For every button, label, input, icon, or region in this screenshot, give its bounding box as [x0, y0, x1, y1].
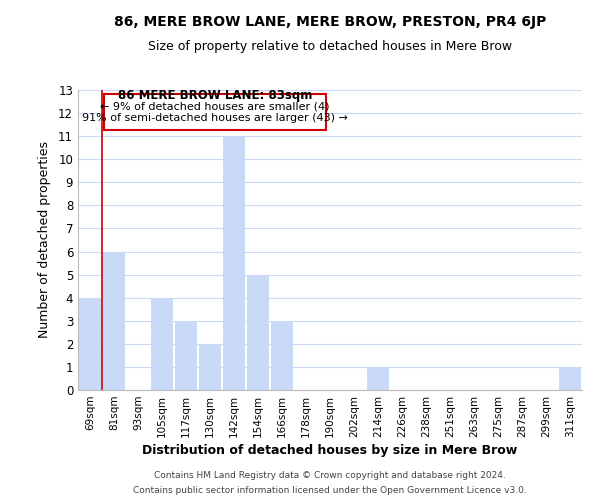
Bar: [559, 367, 581, 390]
Text: 86 MERE BROW LANE: 83sqm: 86 MERE BROW LANE: 83sqm: [118, 90, 312, 102]
Text: ← 9% of detached houses are smaller (4): ← 9% of detached houses are smaller (4): [100, 102, 329, 112]
Bar: [247, 274, 269, 390]
Bar: [103, 252, 125, 390]
Bar: [199, 344, 221, 390]
Bar: [367, 367, 389, 390]
Text: 86, MERE BROW LANE, MERE BROW, PRESTON, PR4 6JP: 86, MERE BROW LANE, MERE BROW, PRESTON, …: [114, 15, 546, 29]
Bar: [223, 136, 245, 390]
Text: Contains public sector information licensed under the Open Government Licence v3: Contains public sector information licen…: [133, 486, 527, 495]
FancyBboxPatch shape: [104, 94, 326, 130]
Text: 91% of semi-detached houses are larger (43) →: 91% of semi-detached houses are larger (…: [82, 113, 348, 123]
X-axis label: Distribution of detached houses by size in Mere Brow: Distribution of detached houses by size …: [142, 444, 518, 457]
Bar: [271, 321, 293, 390]
Bar: [175, 321, 197, 390]
Text: Size of property relative to detached houses in Mere Brow: Size of property relative to detached ho…: [148, 40, 512, 53]
Bar: [151, 298, 173, 390]
Text: Contains HM Land Registry data © Crown copyright and database right 2024.: Contains HM Land Registry data © Crown c…: [154, 471, 506, 480]
Bar: [79, 298, 101, 390]
Y-axis label: Number of detached properties: Number of detached properties: [38, 142, 51, 338]
